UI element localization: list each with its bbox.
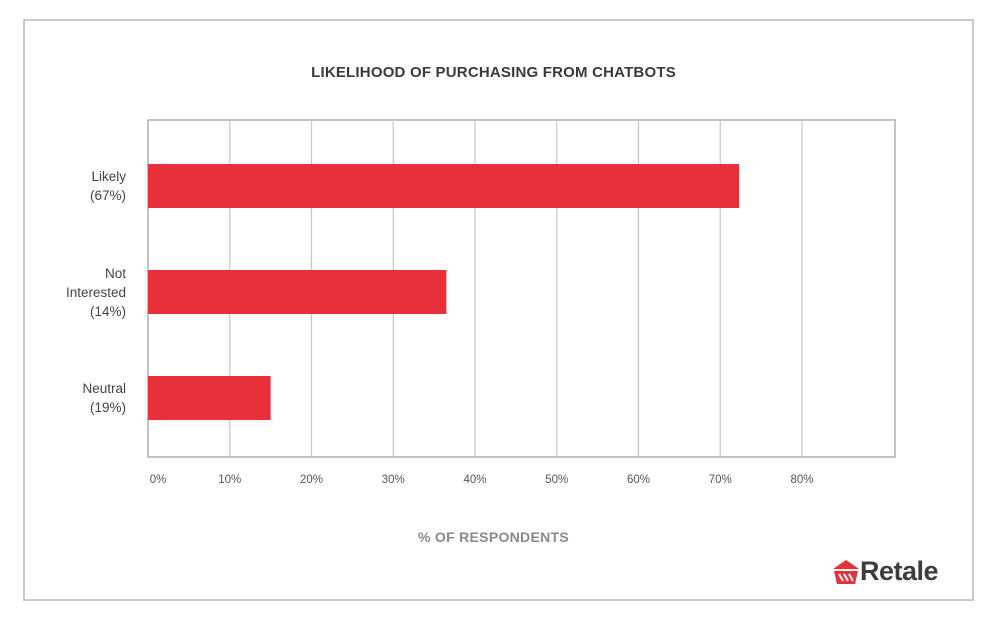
bar	[148, 376, 271, 420]
retale-logo: Retale	[832, 556, 939, 587]
bar	[148, 270, 447, 314]
chart-title: LIKELIHOOD OF PURCHASING FROM CHATBOTS	[311, 64, 676, 81]
category-label: Not Interested (14%)	[65, 265, 126, 319]
x-axis-label: % OF RESPONDENTS	[417, 529, 570, 545]
x-tick-label: 10%	[218, 474, 242, 486]
logo-text: Retale	[860, 556, 939, 586]
category-label: Neutral (19%)	[82, 381, 126, 415]
x-tick-label: 80%	[790, 474, 814, 486]
x-tick-label: 40%	[463, 474, 487, 486]
x-tick-label: 0%	[149, 474, 167, 486]
bar	[148, 164, 740, 208]
shopping-basket-icon	[833, 559, 859, 584]
x-tick-label: 20%	[299, 474, 324, 486]
category-label: Likely (67%)	[89, 169, 126, 203]
x-tick-label: 60%	[626, 474, 651, 486]
x-tick-label: 50%	[545, 474, 569, 486]
x-tick-label: 70%	[708, 474, 732, 486]
x-tick-label: 30%	[381, 474, 405, 486]
